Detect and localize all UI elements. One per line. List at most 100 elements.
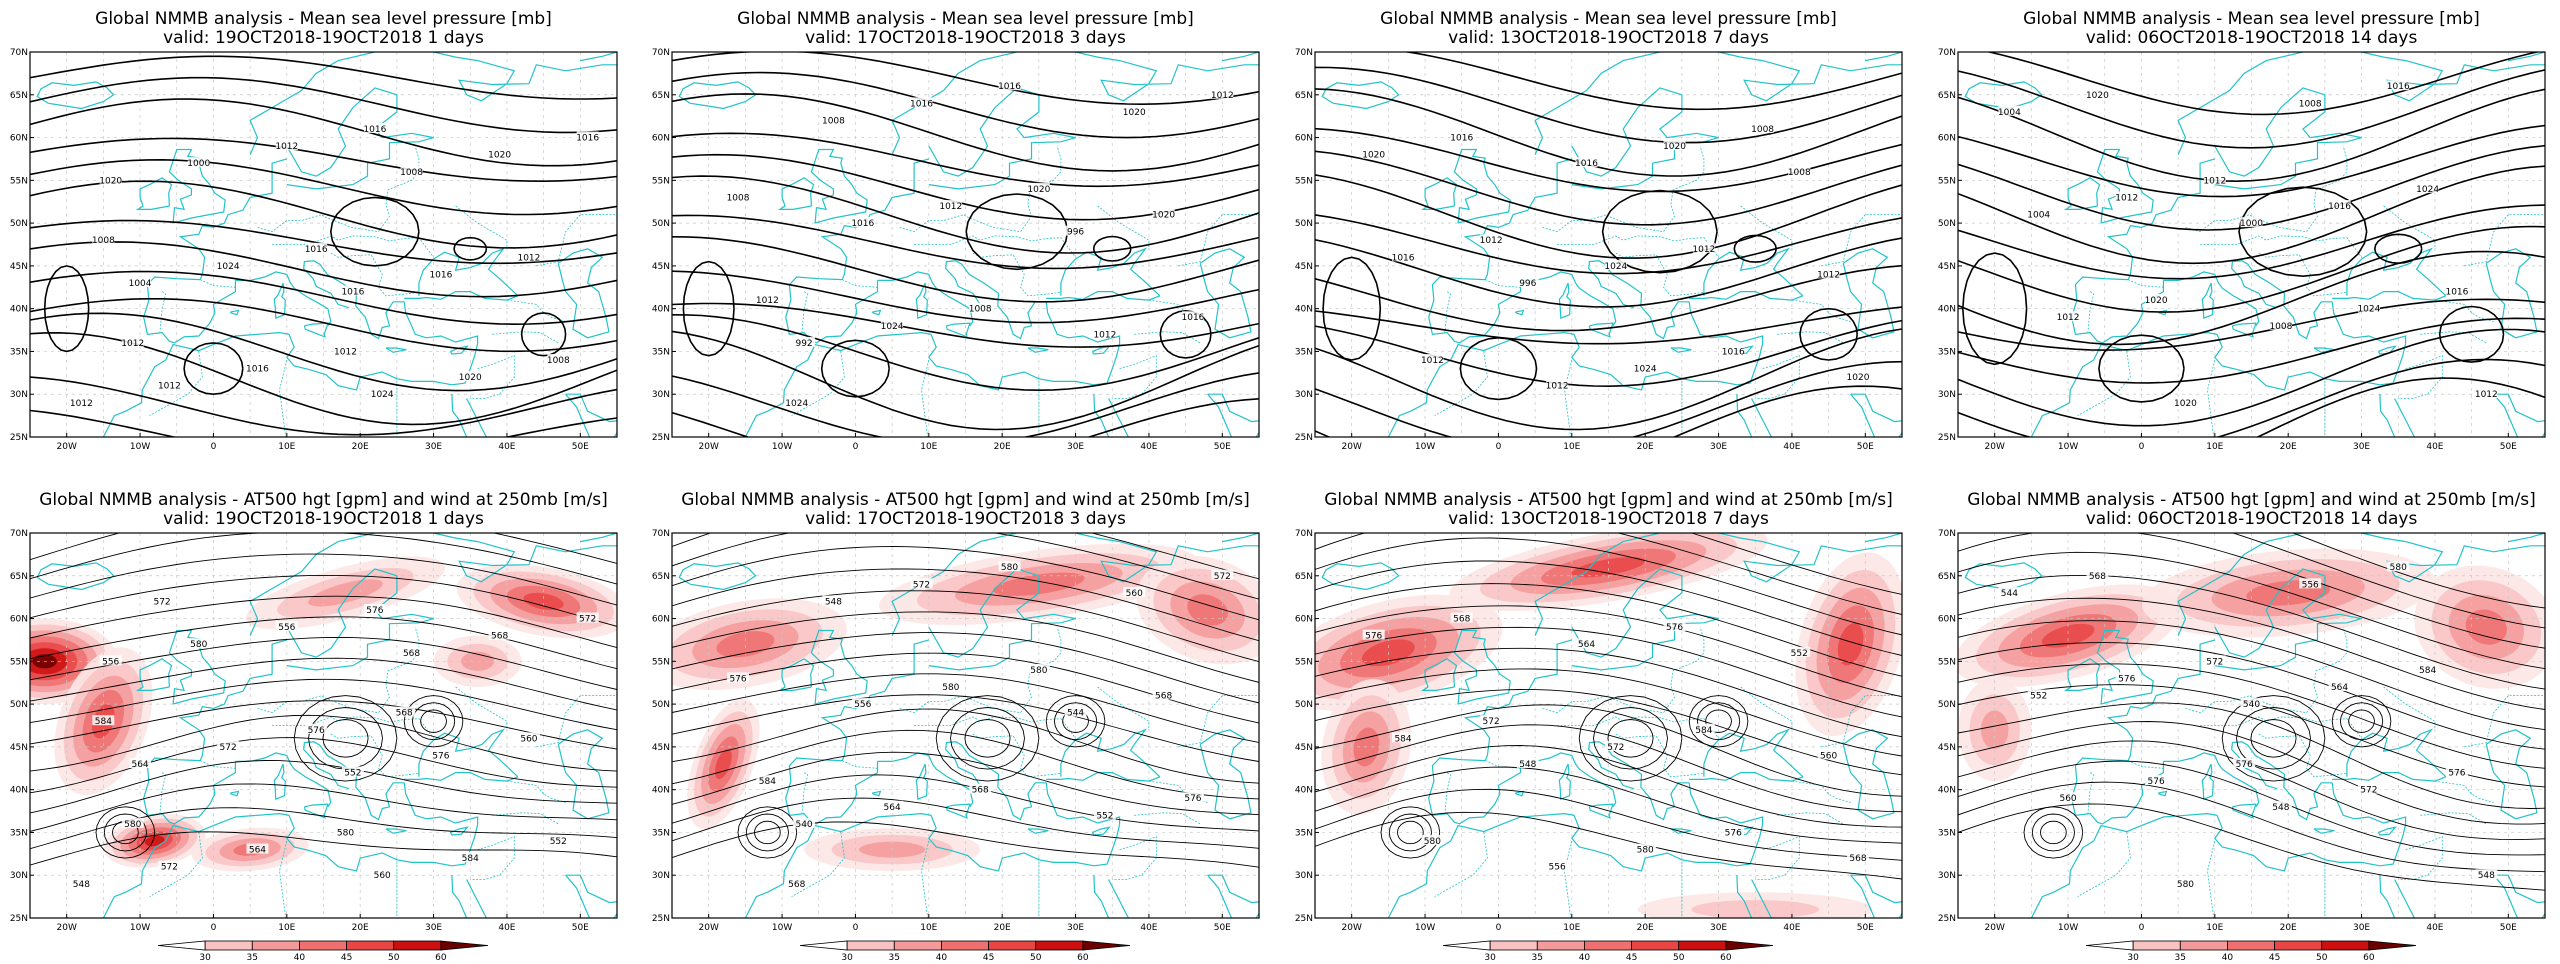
latitude-label: 40N bbox=[1295, 305, 1313, 315]
contour-label: 1008 bbox=[2299, 99, 2322, 109]
latitude-label: 30N bbox=[652, 871, 670, 881]
latitude-label: 25N bbox=[1938, 433, 1956, 443]
contour-label: 1012 bbox=[1480, 236, 1503, 246]
latitude-label: 40N bbox=[10, 305, 28, 315]
latitude-label: 55N bbox=[1938, 657, 1956, 667]
longitude-label: 30E bbox=[2353, 442, 2370, 452]
longitude-label: 50E bbox=[572, 442, 589, 452]
longitude-label: 20E bbox=[994, 442, 1011, 452]
contour-label: 1012 bbox=[1421, 356, 1444, 366]
contour-label: 572 bbox=[1214, 572, 1231, 582]
coastlines bbox=[1321, 52, 1902, 437]
latitude-label: 30N bbox=[652, 390, 670, 400]
contour-label: 1020 bbox=[2086, 91, 2109, 101]
latitude-label: 55N bbox=[1295, 176, 1313, 186]
longitude-label: 10E bbox=[2206, 923, 2223, 933]
latitude-label: 40N bbox=[1938, 305, 1956, 315]
wind-speed-area bbox=[1837, 623, 1864, 666]
longitude-label: 40E bbox=[498, 923, 515, 933]
map-panel-z500-2: Global NMMB analysis - AT500 hgt [gpm] a… bbox=[1295, 490, 1903, 963]
latitude-label: 55N bbox=[652, 657, 670, 667]
contour-label: 1016 bbox=[1575, 159, 1598, 169]
longitude-label: 20E bbox=[2280, 442, 2297, 452]
panel-valid-period: valid: 13OCT2018-19OCT2018 7 days bbox=[1448, 509, 1769, 529]
latitude-label: 60N bbox=[10, 615, 28, 625]
contour-label: 1024 bbox=[2416, 185, 2439, 195]
wind-colorbar: 30 35 40 45 50 60 bbox=[1442, 940, 1774, 963]
contour-label: 1004 bbox=[2027, 211, 2050, 221]
contour-label: 552 bbox=[344, 769, 361, 779]
latitude-label: 60N bbox=[652, 615, 670, 625]
longitude-label: 0 bbox=[853, 923, 859, 933]
contour-label: 572 bbox=[153, 597, 170, 607]
contour-label: 584 bbox=[95, 717, 112, 727]
contour-label: 1020 bbox=[1123, 108, 1146, 118]
contour-label: 1004 bbox=[129, 279, 152, 289]
latitude-label: 70N bbox=[652, 48, 670, 58]
colorbar-tick: 45 bbox=[1626, 953, 1637, 960]
map-panel-mslp-3: Global NMMB analysis - Mean sea level pr… bbox=[1938, 9, 2546, 452]
contour-label: 556 bbox=[278, 623, 295, 633]
contour-label: 576 bbox=[366, 606, 383, 616]
coastlines bbox=[1321, 533, 1902, 918]
contour-label: 1020 bbox=[1847, 373, 1870, 383]
colorbar-tick: 35 bbox=[1532, 953, 1543, 960]
wind-speed-area bbox=[144, 835, 165, 847]
contour-label: 552 bbox=[2030, 692, 2047, 702]
map-panel-mslp-0: Global NMMB analysis - Mean sea level pr… bbox=[10, 9, 618, 452]
contour-label: 564 bbox=[2331, 683, 2348, 693]
contour-label: 580 bbox=[942, 683, 959, 693]
wind-colorbar: 30 35 40 45 50 60 bbox=[799, 940, 1131, 963]
contour-label: 1016 bbox=[1182, 313, 1205, 323]
contour-label: 556 bbox=[1549, 863, 1566, 873]
contour-label: 580 bbox=[1637, 846, 1654, 856]
longitude-label: 20E bbox=[994, 923, 1011, 933]
latitude-label: 55N bbox=[10, 176, 28, 186]
colorbar-tick: 50 bbox=[2316, 953, 2328, 960]
map-panel-mslp-1: Global NMMB analysis - Mean sea level pr… bbox=[652, 9, 1260, 452]
latitude-label: 35N bbox=[1295, 828, 1313, 838]
latitude-label: 65N bbox=[1295, 572, 1313, 582]
contour-label: 576 bbox=[729, 674, 746, 684]
latitude-label: 70N bbox=[652, 529, 670, 539]
longitude-label: 50E bbox=[572, 923, 589, 933]
contour-label: 572 bbox=[2360, 786, 2377, 796]
contour-label: 568 bbox=[788, 880, 805, 890]
latitude-label: 35N bbox=[1295, 347, 1313, 357]
longitude-label: 30E bbox=[425, 923, 442, 933]
contour-label: 1012 bbox=[334, 347, 357, 357]
contour-label: 568 bbox=[1849, 854, 1866, 864]
contour-label: 584 bbox=[462, 854, 479, 864]
latitude-label: 60N bbox=[10, 134, 28, 144]
wind-colorbar: 30 35 40 45 50 60 bbox=[157, 940, 489, 963]
longitude-label: 50E bbox=[1857, 923, 1874, 933]
panel-title: Global NMMB analysis - Mean sea level pr… bbox=[95, 9, 552, 29]
panel-title: Global NMMB analysis - Mean sea level pr… bbox=[737, 9, 1194, 29]
contour-label: 1000 bbox=[187, 159, 210, 169]
panel-title: Global NMMB analysis - Mean sea level pr… bbox=[1380, 9, 1837, 29]
contour-label: 1020 bbox=[2174, 399, 2197, 409]
contour-label: 996 bbox=[1067, 228, 1084, 238]
contour-label: 1020 bbox=[1027, 185, 1050, 195]
longitude-label: 50E bbox=[1214, 923, 1231, 933]
contour-label: 580 bbox=[337, 828, 354, 838]
contour-label: 548 bbox=[2272, 803, 2289, 813]
coastlines bbox=[678, 52, 1259, 437]
latitude-label: 35N bbox=[1938, 347, 1956, 357]
latitude-label: 45N bbox=[1938, 262, 1956, 272]
longitude-label: 20W bbox=[1342, 923, 1362, 933]
contour-label: 576 bbox=[308, 726, 325, 736]
contour-label: 556 bbox=[2302, 580, 2319, 590]
map-frame bbox=[671, 51, 1260, 438]
colorbar-tick: 50 bbox=[388, 953, 400, 960]
graticule bbox=[1315, 533, 1902, 918]
contour-label: 1020 bbox=[1663, 142, 1686, 152]
longitude-label: 10W bbox=[130, 923, 150, 933]
contour-label: 548 bbox=[825, 597, 842, 607]
contour-label: 560 bbox=[1820, 751, 1837, 761]
longitude-label: 10E bbox=[278, 923, 295, 933]
latitude-label: 65N bbox=[652, 572, 670, 582]
longitude-label: 0 bbox=[2139, 442, 2145, 452]
contour-label: 576 bbox=[2148, 777, 2165, 787]
isobars bbox=[30, 55, 617, 437]
